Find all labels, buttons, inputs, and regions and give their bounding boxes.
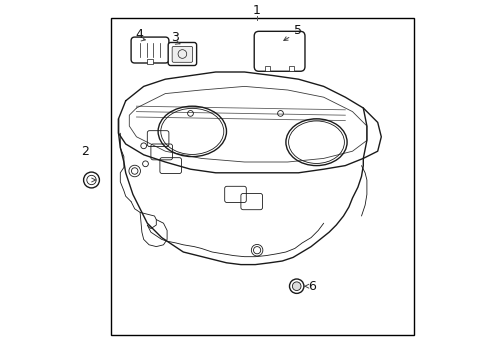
Text: 3: 3 [171,31,179,44]
Bar [111,18,413,335]
FancyBboxPatch shape [172,46,192,62]
Text: 4: 4 [135,28,143,41]
FancyBboxPatch shape [131,37,168,63]
Bar [265,66,270,71]
Circle shape [292,282,301,291]
Circle shape [289,279,303,293]
FancyBboxPatch shape [254,31,305,71]
Text: 2: 2 [81,145,89,158]
Text: 6: 6 [307,280,315,293]
FancyBboxPatch shape [168,42,196,66]
Circle shape [87,175,96,185]
Circle shape [83,172,99,188]
Text: 5: 5 [293,24,301,37]
Bar [288,66,293,71]
FancyBboxPatch shape [147,59,153,64]
Text: 1: 1 [253,4,261,17]
